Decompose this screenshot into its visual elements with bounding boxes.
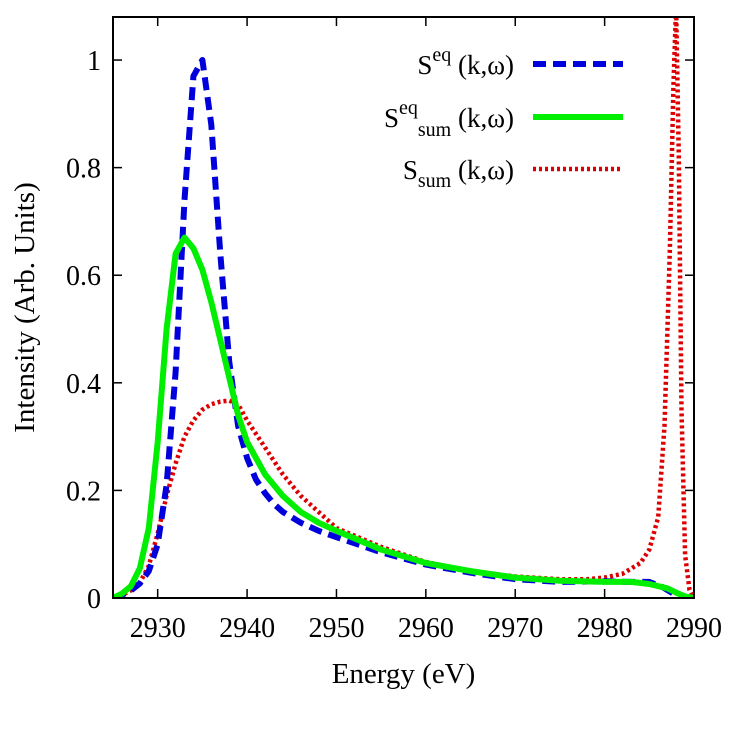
x-tick-label: 2930 [130, 613, 186, 644]
x-tick-label: 2980 [577, 613, 633, 644]
series-line-1 [113, 234, 694, 598]
series-line-2 [113, 17, 694, 598]
x-tick-label: 2970 [487, 613, 543, 644]
y-tick-label: 1 [87, 46, 101, 77]
x-tick-label: 2990 [666, 613, 722, 644]
legend-entry-2: Ssum (k,ω) [403, 155, 514, 192]
y-tick-label: 0.8 [66, 154, 101, 185]
plot-frame [112, 16, 695, 599]
y-tick-label: 0 [87, 584, 101, 615]
x-tick-label: 2960 [398, 613, 454, 644]
y-tick-label: 0.6 [66, 261, 101, 292]
x-tick-label: 2950 [308, 613, 364, 644]
legend-entry-0: Seq (k,ω) [417, 44, 514, 80]
axis-ticks: 2930 2940 2950 2960 2970 2980 2990 0 0.2 0.4 0.6 0.… [66, 17, 722, 644]
legend-entry-1: Seqsum (k,ω) [384, 97, 514, 141]
series-line-0 [113, 57, 694, 598]
x-tick-label: 2940 [219, 613, 275, 644]
legend: Seq (k,ω) Seqsum (k,ω) Ssum (k,ω) [384, 44, 623, 192]
y-tick-label: 0.4 [66, 369, 101, 400]
plot-lines [113, 17, 694, 598]
y-tick-label: 0.2 [66, 476, 101, 507]
x-axis-label: Energy (eV) [332, 658, 476, 690]
y-axis-label: Intensity (Arb. Units) [9, 182, 41, 433]
